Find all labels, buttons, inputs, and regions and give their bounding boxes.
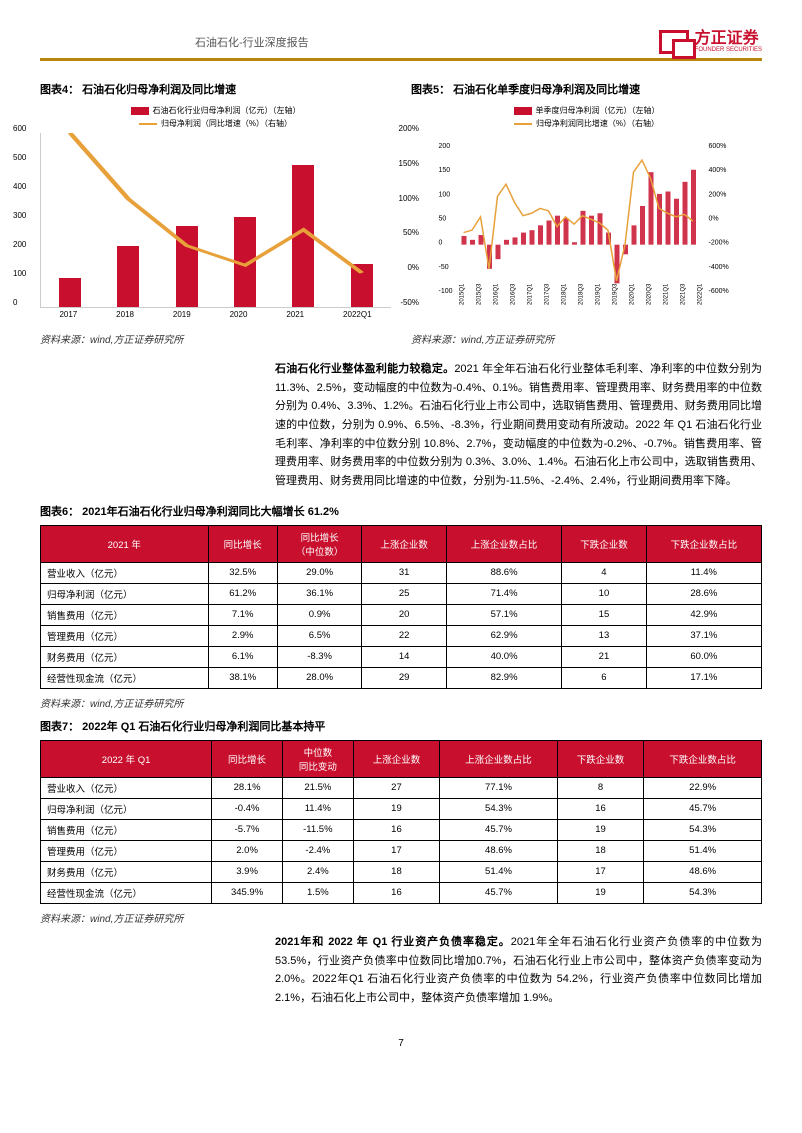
svg-text:2016Q1: 2016Q1	[494, 283, 500, 305]
svg-text:400%: 400%	[709, 167, 727, 174]
svg-text:-600%: -600%	[709, 288, 729, 295]
table7-title: 图表7： 2022年 Q1 石油石化行业归母净利润同比基本持平	[40, 718, 762, 734]
chart4-legend1: 石油石化行业归母净利润（亿元）（左轴）	[153, 105, 301, 116]
table-row: 营业收入（亿元）32.5%29.0%3188.6%411.4%	[41, 562, 762, 583]
chart4-title: 图表4： 石油石化归母净利润及同比增速	[40, 81, 391, 97]
table-row: 管理费用（亿元）2.0%-2.4%1748.6%1851.4%	[41, 840, 762, 861]
svg-text:100: 100	[439, 191, 451, 198]
logo-cn: 方正证券	[695, 31, 762, 47]
svg-text:2021Q1: 2021Q1	[664, 283, 670, 305]
table-row: 销售费用（亿元）-5.7%-11.5%1645.7%1954.3%	[41, 819, 762, 840]
svg-text:2016Q3: 2016Q3	[511, 283, 517, 305]
chart5-legend1: 单季度归母净利润（亿元）（左轴）	[536, 105, 660, 116]
chart5-title: 图表5： 石油石化单季度归母净利润及同比增速	[411, 81, 762, 97]
logo: 方正证券 FOUNDER SECURITIES	[659, 30, 762, 54]
legend-bar-icon	[514, 107, 532, 115]
para1-bold: 石油石化行业整体盈利能力较稳定。	[275, 363, 454, 375]
table-header: 上涨企业数	[353, 740, 439, 777]
svg-text:-400%: -400%	[709, 264, 729, 271]
svg-text:2018Q3: 2018Q3	[579, 283, 585, 305]
table-row: 归母净利润（亿元）61.2%36.1%2571.4%1028.6%	[41, 583, 762, 604]
table-row: 营业收入（亿元）28.1%21.5%2777.1%822.9%	[41, 777, 762, 798]
chart4-legend2: 归母净利润（同比增速（%）（右轴）	[161, 118, 292, 129]
para1-rest: 2021 年全年石油石化行业整体毛利率、净利率的中位数分别为 11.3%、2.5…	[275, 363, 762, 487]
chart4-source: 资料来源：wind,方正证券研究所	[40, 331, 391, 346]
table-header: 上涨企业数占比	[440, 740, 558, 777]
svg-text:2021Q3: 2021Q3	[681, 283, 687, 305]
legend-line-icon	[139, 123, 157, 125]
legend-bar-icon	[131, 107, 149, 115]
table-6: 2021 年同比增长同比增长（中位数）上涨企业数上涨企业数占比下跌企业数下跌企业…	[40, 525, 762, 689]
svg-text:0%: 0%	[709, 216, 719, 223]
table-header: 下跌企业数	[562, 525, 647, 562]
svg-text:2019Q1: 2019Q1	[596, 283, 602, 305]
table-row: 财务费用（亿元）6.1%-8.3%1440.0%2160.0%	[41, 646, 762, 667]
chart-4: 图表4： 石油石化归母净利润及同比增速 石油石化行业归母净利润（亿元）（左轴） …	[40, 81, 391, 319]
page-header: 石油石化-行业深度报告 方正证券 FOUNDER SECURITIES	[40, 30, 762, 61]
table-header: 下跌企业数占比	[644, 740, 762, 777]
svg-text:2019Q3: 2019Q3	[613, 283, 619, 305]
table7-source: 资料来源：wind,方正证券研究所	[40, 910, 762, 925]
table-row: 归母净利润（亿元）-0.4%11.4%1954.3%1645.7%	[41, 798, 762, 819]
svg-text:2022Q1: 2022Q1	[698, 283, 704, 305]
chart5-legend2: 归母净利润同比增速（%）（右轴）	[536, 118, 659, 129]
svg-text:50: 50	[439, 216, 447, 223]
svg-text:2015Q3: 2015Q3	[477, 283, 483, 305]
svg-text:2015Q1: 2015Q1	[460, 283, 466, 305]
chart-5: 图表5： 石油石化单季度归母净利润及同比增速 单季度归母净利润（亿元）（左轴） …	[411, 81, 762, 319]
para2-bold: 2021年和 2022 年 Q1 行业资产负债率稳定。	[275, 936, 511, 948]
table-row: 经营性现金流（亿元）38.1%28.0%2982.9%617.1%	[41, 667, 762, 688]
table-header: 中位数同比变动	[282, 740, 353, 777]
page-number: 7	[40, 1038, 762, 1049]
table-header: 同比增长	[208, 525, 277, 562]
logo-icon	[659, 30, 689, 54]
header-title: 石油石化-行业深度报告	[195, 34, 309, 50]
table-header: 同比增长	[212, 740, 283, 777]
table-header: 上涨企业数占比	[446, 525, 561, 562]
table-row: 管理费用（亿元）2.9%6.5%2262.9%1337.1%	[41, 625, 762, 646]
table-header: 上涨企业数	[362, 525, 447, 562]
table-row: 销售费用（亿元）7.1%0.9%2057.1%1542.9%	[41, 604, 762, 625]
table-row: 财务费用（亿元）3.9%2.4%1851.4%1748.6%	[41, 861, 762, 882]
legend-line-icon	[514, 123, 532, 125]
paragraph-1: 石油石化行业整体盈利能力较稳定。2021 年全年石油石化行业整体毛利率、净利率的…	[275, 360, 762, 491]
logo-en: FOUNDER SECURITIES	[695, 47, 762, 53]
svg-text:150: 150	[439, 167, 451, 174]
table-header: 同比增长（中位数）	[277, 525, 362, 562]
svg-text:2020Q1: 2020Q1	[630, 283, 636, 305]
svg-text:0: 0	[439, 240, 443, 247]
svg-text:2020Q3: 2020Q3	[647, 283, 653, 305]
charts-row: 图表4： 石油石化归母净利润及同比增速 石油石化行业归母净利润（亿元）（左轴） …	[40, 81, 762, 319]
table-7: 2022 年 Q1同比增长中位数同比变动上涨企业数上涨企业数占比下跌企业数下跌企…	[40, 740, 762, 904]
svg-text:-200%: -200%	[709, 240, 729, 247]
paragraph-2: 2021年和 2022 年 Q1 行业资产负债率稳定。2021年全年石油石化行业…	[275, 933, 762, 1008]
svg-text:-50: -50	[439, 264, 449, 271]
svg-text:2018Q1: 2018Q1	[562, 283, 568, 305]
svg-text:-100: -100	[439, 288, 453, 295]
table-header: 2021 年	[41, 525, 209, 562]
svg-text:200%: 200%	[709, 191, 727, 198]
svg-text:200: 200	[439, 143, 451, 150]
svg-text:600%: 600%	[709, 143, 727, 150]
table6-title: 图表6： 2021年石油石化行业归母净利润同比大幅增长 61.2%	[40, 503, 762, 519]
svg-text:2017Q3: 2017Q3	[545, 283, 551, 305]
table-header: 下跌企业数	[557, 740, 643, 777]
svg-text:2017Q1: 2017Q1	[528, 283, 534, 305]
table-row: 经营性现金流（亿元）345.9%1.5%1645.7%1954.3%	[41, 882, 762, 903]
table-header: 下跌企业数占比	[646, 525, 761, 562]
table-header: 2022 年 Q1	[41, 740, 212, 777]
chart5-source: 资料来源：wind,方正证券研究所	[411, 331, 762, 346]
table6-source: 资料来源：wind,方正证券研究所	[40, 695, 762, 710]
